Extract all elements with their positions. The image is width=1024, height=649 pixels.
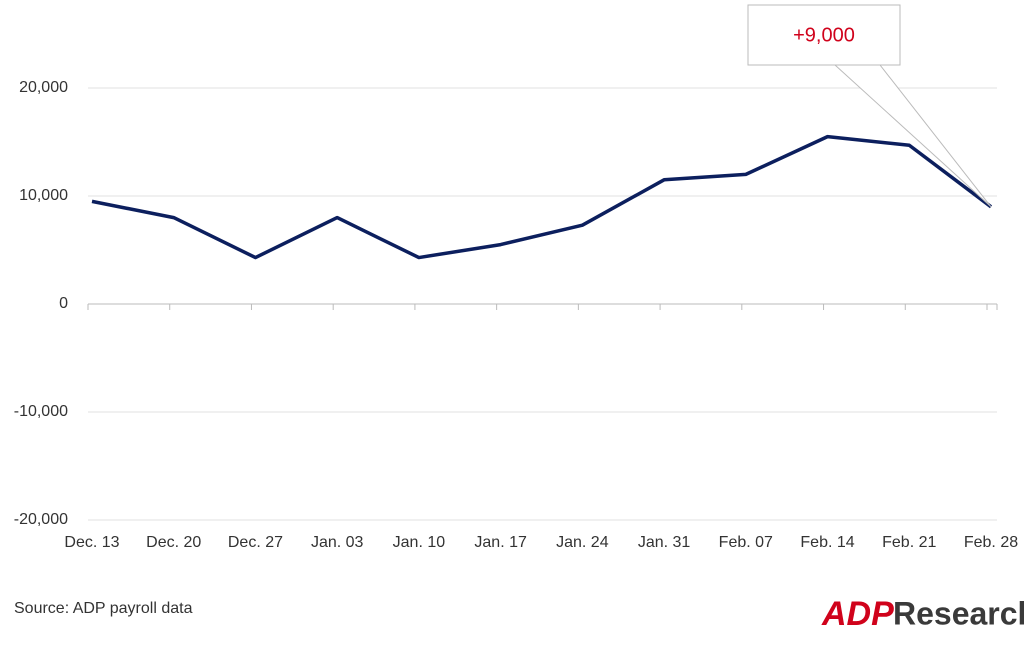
x-tick-label: Jan. 10 xyxy=(393,534,446,551)
callout-box xyxy=(747,4,901,66)
y-tick-label: 10,000 xyxy=(19,187,68,204)
callout-pointer xyxy=(833,64,992,208)
x-tick-label: Jan. 03 xyxy=(311,534,364,551)
x-tick-label: Feb. 28 xyxy=(964,534,1018,551)
callout-label: +9,000 xyxy=(793,24,855,46)
source-note: Source: ADP payroll data xyxy=(14,600,193,617)
x-tick-label: Feb. 07 xyxy=(719,534,773,551)
line-series xyxy=(91,134,993,260)
x-tick-label: Jan. 24 xyxy=(556,534,609,551)
x-tick-label: Dec. 20 xyxy=(146,534,201,551)
x-tick-label: Feb. 14 xyxy=(800,534,854,551)
x-tick-label: Jan. 31 xyxy=(638,534,691,551)
brand-name: Research xyxy=(893,595,1024,631)
y-tick-label: 0 xyxy=(59,295,68,312)
x-tick-label: Dec. 13 xyxy=(64,534,119,551)
y-tick-label: 20,000 xyxy=(19,79,68,96)
x-tick-label: Feb. 21 xyxy=(882,534,936,551)
y-tick-label: -10,000 xyxy=(14,403,68,420)
x-tick-label: Jan. 17 xyxy=(474,534,527,551)
brand-mark: ADP xyxy=(821,595,894,633)
x-tick-label: Dec. 27 xyxy=(228,534,283,551)
y-tick-label: -20,000 xyxy=(14,511,68,528)
